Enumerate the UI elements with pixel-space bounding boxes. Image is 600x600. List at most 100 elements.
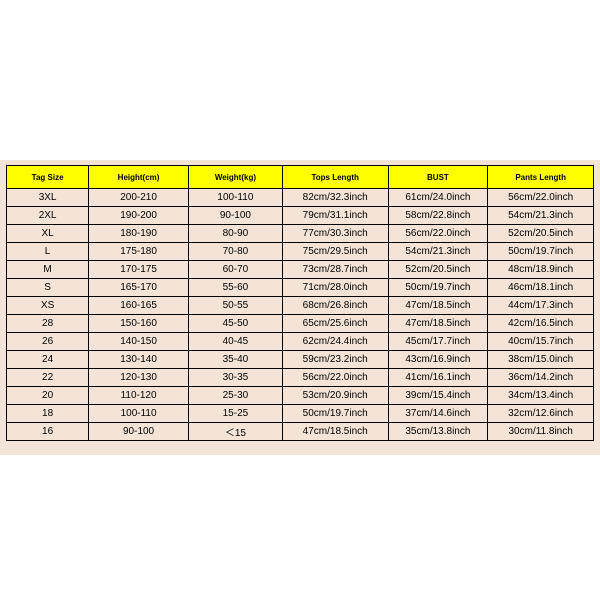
table-cell: 77cm/30.3inch	[282, 225, 388, 243]
table-cell: 40-45	[188, 333, 282, 351]
table-cell: 90-100	[89, 423, 189, 441]
table-cell: 24	[7, 351, 89, 369]
table-cell: 36cm/14.2inch	[488, 369, 594, 387]
table-row: 22120-13030-3556cm/22.0inch41cm/16.1inch…	[7, 369, 594, 387]
table-cell: 35cm/13.8inch	[388, 423, 488, 441]
table-cell: 80-90	[188, 225, 282, 243]
table-cell: 34cm/13.4inch	[488, 387, 594, 405]
table-cell: 26	[7, 333, 89, 351]
table-row: 1690-100＜1547cm/18.5inch35cm/13.8inch30c…	[7, 423, 594, 441]
table-cell: 46cm/18.1inch	[488, 279, 594, 297]
table-cell: S	[7, 279, 89, 297]
table-body: 3XL200-210100-11082cm/32.3inch61cm/24.0i…	[7, 189, 594, 441]
table-cell: 40cm/15.7inch	[488, 333, 594, 351]
table-cell: M	[7, 261, 89, 279]
table-cell: 110-120	[89, 387, 189, 405]
table-cell: 55-60	[188, 279, 282, 297]
table-cell: 47cm/18.5inch	[282, 423, 388, 441]
table-cell: 52cm/20.5inch	[388, 261, 488, 279]
table-cell: 75cm/29.5inch	[282, 243, 388, 261]
table-cell: 130-140	[89, 351, 189, 369]
col-header-pants-length: Pants Length	[488, 166, 594, 189]
table-row: XS160-16550-5568cm/26.8inch47cm/18.5inch…	[7, 297, 594, 315]
table-cell: 170-175	[89, 261, 189, 279]
table-row: 20110-12025-3053cm/20.9inch39cm/15.4inch…	[7, 387, 594, 405]
table-cell: 62cm/24.4inch	[282, 333, 388, 351]
table-cell: 50cm/19.7inch	[282, 405, 388, 423]
table-cell: 50-55	[188, 297, 282, 315]
table-cell: 65cm/25.6inch	[282, 315, 388, 333]
table-cell: 22	[7, 369, 89, 387]
table-cell: 50cm/19.7inch	[388, 279, 488, 297]
table-cell: 39cm/15.4inch	[388, 387, 488, 405]
table-cell: 90-100	[188, 207, 282, 225]
table-cell: 190-200	[89, 207, 189, 225]
table-cell: 82cm/32.3inch	[282, 189, 388, 207]
table-cell: 28	[7, 315, 89, 333]
table-cell: 100-110	[188, 189, 282, 207]
table-row: XL180-19080-9077cm/30.3inch56cm/22.0inch…	[7, 225, 594, 243]
table-cell: 68cm/26.8inch	[282, 297, 388, 315]
table-cell: 45cm/17.7inch	[388, 333, 488, 351]
table-cell: 2XL	[7, 207, 89, 225]
size-chart-container: Tag Size Height(cm) Weight(kg) Tops Leng…	[6, 165, 594, 441]
table-cell: 41cm/16.1inch	[388, 369, 488, 387]
table-row: L175-18070-8075cm/29.5inch54cm/21.3inch5…	[7, 243, 594, 261]
table-cell: 25-30	[188, 387, 282, 405]
table-cell: 45-50	[188, 315, 282, 333]
table-cell: 140-150	[89, 333, 189, 351]
table-cell: 37cm/14.6inch	[388, 405, 488, 423]
table-cell: 47cm/18.5inch	[388, 297, 488, 315]
table-cell: 44cm/17.3inch	[488, 297, 594, 315]
size-chart-table: Tag Size Height(cm) Weight(kg) Tops Leng…	[6, 165, 594, 441]
table-cell: 61cm/24.0inch	[388, 189, 488, 207]
page-canvas: Tag Size Height(cm) Weight(kg) Tops Leng…	[0, 0, 600, 600]
table-cell: 59cm/23.2inch	[282, 351, 388, 369]
table-row: 26140-15040-4562cm/24.4inch45cm/17.7inch…	[7, 333, 594, 351]
table-cell: 3XL	[7, 189, 89, 207]
table-cell: ＜15	[188, 423, 282, 441]
table-cell: 47cm/18.5inch	[388, 315, 488, 333]
table-row: 2XL190-20090-10079cm/31.1inch58cm/22.8in…	[7, 207, 594, 225]
table-cell: 20	[7, 387, 89, 405]
table-cell: 15-25	[188, 405, 282, 423]
table-cell: 73cm/28.7inch	[282, 261, 388, 279]
table-row: 3XL200-210100-11082cm/32.3inch61cm/24.0i…	[7, 189, 594, 207]
col-header-height: Height(cm)	[89, 166, 189, 189]
table-cell: 54cm/21.3inch	[388, 243, 488, 261]
table-cell: 180-190	[89, 225, 189, 243]
table-cell: XS	[7, 297, 89, 315]
table-cell: 165-170	[89, 279, 189, 297]
table-cell: 71cm/28.0inch	[282, 279, 388, 297]
table-cell: 160-165	[89, 297, 189, 315]
table-cell: 120-130	[89, 369, 189, 387]
table-cell: 58cm/22.8inch	[388, 207, 488, 225]
table-cell: 52cm/20.5inch	[488, 225, 594, 243]
table-row: 18100-11015-2550cm/19.7inch37cm/14.6inch…	[7, 405, 594, 423]
table-cell: L	[7, 243, 89, 261]
table-cell: 32cm/12.6inch	[488, 405, 594, 423]
table-cell: 175-180	[89, 243, 189, 261]
col-header-weight: Weight(kg)	[188, 166, 282, 189]
table-row: M170-17560-7073cm/28.7inch52cm/20.5inch4…	[7, 261, 594, 279]
table-cell: 16	[7, 423, 89, 441]
col-header-tops-length: Tops Length	[282, 166, 388, 189]
table-cell: 70-80	[188, 243, 282, 261]
table-cell: 53cm/20.9inch	[282, 387, 388, 405]
table-cell: 79cm/31.1inch	[282, 207, 388, 225]
table-cell: 43cm/16.9inch	[388, 351, 488, 369]
table-cell: 50cm/19.7inch	[488, 243, 594, 261]
table-cell: 30cm/11.8inch	[488, 423, 594, 441]
table-cell: 30-35	[188, 369, 282, 387]
table-cell: 48cm/18.9inch	[488, 261, 594, 279]
table-header-row: Tag Size Height(cm) Weight(kg) Tops Leng…	[7, 166, 594, 189]
table-cell: 100-110	[89, 405, 189, 423]
table-cell: 200-210	[89, 189, 189, 207]
table-cell: 60-70	[188, 261, 282, 279]
table-cell: 56cm/22.0inch	[488, 189, 594, 207]
table-cell: 18	[7, 405, 89, 423]
table-cell: XL	[7, 225, 89, 243]
col-header-bust: BUST	[388, 166, 488, 189]
table-row: S165-17055-6071cm/28.0inch50cm/19.7inch4…	[7, 279, 594, 297]
col-header-tag-size: Tag Size	[7, 166, 89, 189]
